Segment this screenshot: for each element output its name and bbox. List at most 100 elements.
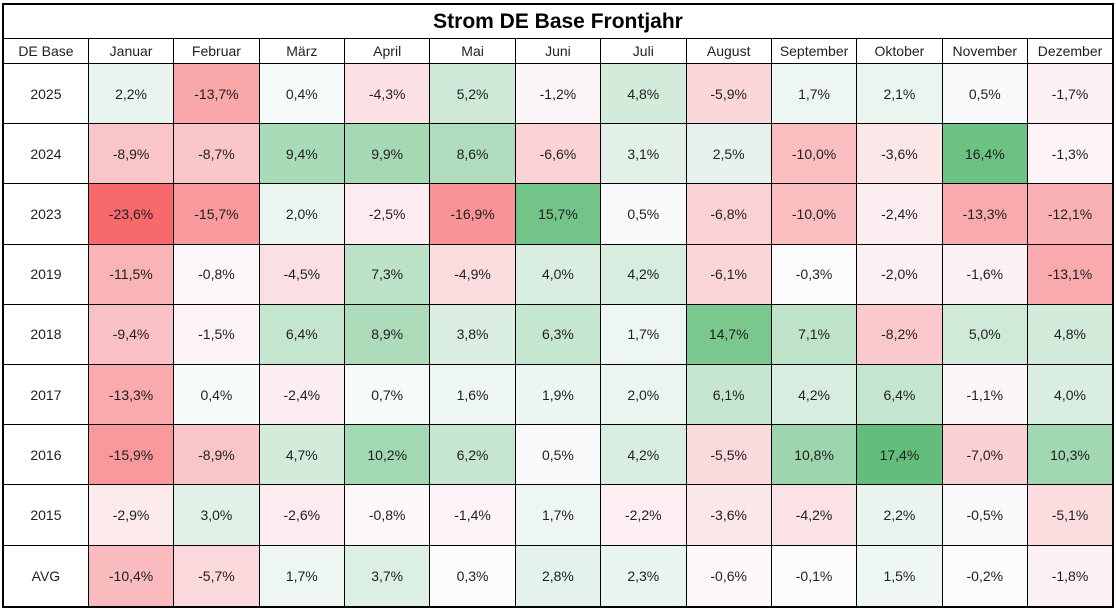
heatmap-cell-2025-mai: 5,2% bbox=[429, 62, 516, 125]
heatmap-cell-2015-januar: -2,9% bbox=[87, 484, 175, 546]
column-header-august: August bbox=[685, 38, 772, 64]
row-label-2017: 2017 bbox=[2, 363, 89, 426]
heatmap-cell-2024-oktober: -3,6% bbox=[856, 123, 943, 185]
heatmap-cell-2024-november: 16,4% bbox=[941, 123, 1029, 185]
row-label-2023: 2023 bbox=[2, 183, 89, 245]
heatmap-cell-2023-april: -2,5% bbox=[343, 183, 431, 245]
heatmap-cell-2015-juli: -2,2% bbox=[600, 484, 687, 546]
heatmap-cell-2018-marz: 6,4% bbox=[258, 303, 346, 365]
column-header-januar: Januar bbox=[87, 38, 175, 64]
row-label-2018: 2018 bbox=[2, 303, 89, 365]
heatmap-cell-2016-juni: 0,5% bbox=[514, 424, 602, 486]
heatmap-cell-2016-februar: -8,9% bbox=[173, 424, 260, 486]
heatmap-cell-2017-dezember: 4,0% bbox=[1027, 363, 1114, 426]
title-row: Strom DE Base Frontjahr bbox=[2, 3, 1114, 39]
heatmap-cell-2017-februar: 0,4% bbox=[173, 363, 260, 426]
heatmap-cell-2019-juli: 4,2% bbox=[600, 243, 687, 305]
row-label-2019: 2019 bbox=[2, 243, 89, 305]
heatmap-cell-avg-november: -0,2% bbox=[941, 544, 1029, 608]
heatmap-cell-2015-oktober: 2,2% bbox=[856, 484, 943, 546]
heatmap-cell-2019-april: 7,3% bbox=[343, 243, 431, 305]
heatmap-cell-2024-juli: 3,1% bbox=[600, 123, 687, 185]
heatmap-cell-2023-februar: -15,7% bbox=[173, 183, 260, 245]
heatmap-cell-2024-marz: 9,4% bbox=[258, 123, 346, 185]
heatmap-cell-avg-september: -0,1% bbox=[770, 544, 858, 608]
heatmap-cell-2018-april: 8,9% bbox=[343, 303, 431, 365]
heatmap-cell-2019-januar: -11,5% bbox=[87, 243, 175, 305]
heatmap-cell-2025-marz: 0,4% bbox=[258, 62, 346, 125]
heatmap-cell-2024-dezember: -1,3% bbox=[1027, 123, 1114, 185]
heatmap-cell-2018-januar: -9,4% bbox=[87, 303, 175, 365]
column-header-mai: Mai bbox=[429, 38, 516, 64]
heatmap-cell-2024-februar: -8,7% bbox=[173, 123, 260, 185]
column-header-oktober: Oktober bbox=[856, 38, 943, 64]
heatmap-cell-2016-juli: 4,2% bbox=[600, 424, 687, 486]
heatmap-cell-2025-august: -5,9% bbox=[685, 62, 772, 125]
heatmap-cell-2019-oktober: -2,0% bbox=[856, 243, 943, 305]
heatmap-cell-2016-november: -7,0% bbox=[941, 424, 1029, 486]
heatmap-cell-avg-oktober: 1,5% bbox=[856, 544, 943, 608]
heatmap-table: Strom DE Base Frontjahr DE Base Januar Feb… bbox=[2, 3, 1114, 608]
heatmap-cell-2016-august: -5,5% bbox=[685, 424, 772, 486]
heatmap-cell-2016-april: 10,2% bbox=[343, 424, 431, 486]
heatmap-cell-2024-juni: -6,6% bbox=[514, 123, 602, 185]
heatmap-cell-2017-september: 4,2% bbox=[770, 363, 858, 426]
heatmap-cell-2018-november: 5,0% bbox=[941, 303, 1029, 365]
column-header-februar: Februar bbox=[173, 38, 260, 64]
heatmap-cell-2025-juli: 4,8% bbox=[600, 62, 687, 125]
heatmap-cell-2025-september: 1,7% bbox=[770, 62, 858, 125]
heatmap-cell-2017-marz: -2,4% bbox=[258, 363, 346, 426]
heatmap-cell-avg-dezember: -1,8% bbox=[1027, 544, 1114, 608]
heatmap-cell-2023-dezember: -12,1% bbox=[1027, 183, 1114, 245]
heatmap-cell-2018-oktober: -8,2% bbox=[856, 303, 943, 365]
row-label-2025: 2025 bbox=[2, 62, 89, 125]
heatmap-cell-2018-juli: 1,7% bbox=[600, 303, 687, 365]
heatmap-cell-avg-februar: -5,7% bbox=[173, 544, 260, 608]
heatmap-cell-2015-marz: -2,6% bbox=[258, 484, 346, 546]
heatmap-cell-2023-marz: 2,0% bbox=[258, 183, 346, 245]
heatmap-cell-2019-februar: -0,8% bbox=[173, 243, 260, 305]
heatmap-cell-2025-juni: -1,2% bbox=[514, 62, 602, 125]
heatmap-cell-2024-januar: -8,9% bbox=[87, 123, 175, 185]
heatmap-cell-2015-dezember: -5,1% bbox=[1027, 484, 1114, 546]
heatmap-cell-2023-september: -10,0% bbox=[770, 183, 858, 245]
heatmap-cell-2017-januar: -13,3% bbox=[87, 363, 175, 426]
heatmap-cell-2017-mai: 1,6% bbox=[429, 363, 516, 426]
heatmap-cell-2024-mai: 8,6% bbox=[429, 123, 516, 185]
heatmap-cell-2018-mai: 3,8% bbox=[429, 303, 516, 365]
column-header-marz: März bbox=[258, 38, 346, 64]
heatmap-cell-2024-august: 2,5% bbox=[685, 123, 772, 185]
table-row-2017: 2017 -13,3% 0,4% -2,4% 0,7% 1,6% 1,9% 2,0% 6,1% 4… bbox=[2, 363, 1114, 426]
heatmap-cell-2018-september: 7,1% bbox=[770, 303, 858, 365]
table-row-2025: 2025 2,2% -13,7% 0,4% -4,3% 5,2% -1,2% 4,8% -5,9… bbox=[2, 62, 1114, 125]
heatmap-cell-avg-marz: 1,7% bbox=[258, 544, 346, 608]
heatmap-cell-2025-oktober: 2,1% bbox=[856, 62, 943, 125]
heatmap-cell-2017-oktober: 6,4% bbox=[856, 363, 943, 426]
column-header-april: April bbox=[343, 38, 431, 64]
column-header-september: September bbox=[770, 38, 858, 64]
heatmap-cell-2015-august: -3,6% bbox=[685, 484, 772, 546]
table-row-2024: 2024 -8,9% -8,7% 9,4% 9,9% 8,6% -6,6% 3,1% 2,5% -… bbox=[2, 123, 1114, 185]
heatmap-cell-2023-januar: -23,6% bbox=[87, 183, 175, 245]
heatmap-cell-2019-mai: -4,9% bbox=[429, 243, 516, 305]
table-row-2015: 2015 -2,9% 3,0% -2,6% -0,8% -1,4% 1,7% -2,2% -3,… bbox=[2, 484, 1114, 546]
heatmap-cell-2018-august: 14,7% bbox=[685, 303, 772, 365]
page-title: Strom DE Base Frontjahr bbox=[2, 3, 1114, 39]
heatmap-cell-2023-oktober: -2,4% bbox=[856, 183, 943, 245]
heatmap-cell-2019-dezember: -13,1% bbox=[1027, 243, 1114, 305]
column-header-juni: Juni bbox=[514, 38, 602, 64]
table-row-avg: AVG -10,4% -5,7% 1,7% 3,7% 0,3% 2,8% 2,3% -0,6% -… bbox=[2, 544, 1114, 608]
heatmap-cell-2018-februar: -1,5% bbox=[173, 303, 260, 365]
heatmap-cell-2023-juni: 15,7% bbox=[514, 183, 602, 245]
row-label-avg: AVG bbox=[2, 544, 89, 608]
heatmap-table-container: Strom DE Base Frontjahr DE Base Januar Feb… bbox=[2, 3, 1114, 608]
heatmap-cell-2023-mai: -16,9% bbox=[429, 183, 516, 245]
heatmap-cell-2017-april: 0,7% bbox=[343, 363, 431, 426]
heatmap-cell-avg-januar: -10,4% bbox=[87, 544, 175, 608]
heatmap-cell-2025-april: -4,3% bbox=[343, 62, 431, 125]
heatmap-cell-avg-august: -0,6% bbox=[685, 544, 772, 608]
heatmap-cell-2023-august: -6,8% bbox=[685, 183, 772, 245]
table-body: 2025 2,2% -13,7% 0,4% -4,3% 5,2% -1,2% 4,8% -5,9… bbox=[2, 62, 1114, 608]
heatmap-cell-avg-mai: 0,3% bbox=[429, 544, 516, 608]
heatmap-cell-2015-september: -4,2% bbox=[770, 484, 858, 546]
